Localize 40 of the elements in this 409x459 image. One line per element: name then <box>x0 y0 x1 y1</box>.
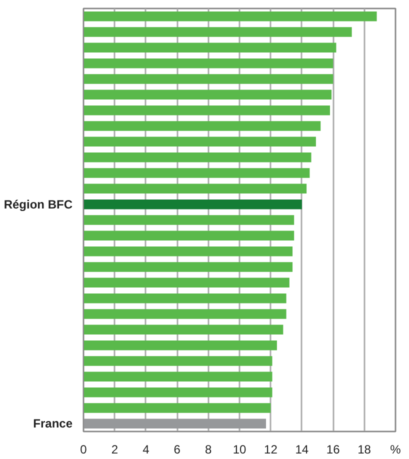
y-tick-label: Région BFC <box>4 197 73 212</box>
bar <box>84 262 293 272</box>
x-tick-label: 6 <box>174 442 181 456</box>
bar <box>84 27 352 37</box>
bar <box>84 105 330 116</box>
bar <box>84 372 272 382</box>
bar <box>84 418 266 429</box>
bar <box>84 309 286 319</box>
x-tick-label: 16 <box>326 442 340 456</box>
bar <box>84 356 272 366</box>
bar <box>84 184 307 194</box>
x-tick-label: 0 <box>80 442 88 456</box>
bar <box>84 136 316 147</box>
bar <box>84 324 284 335</box>
x-tick-label: 14 <box>295 442 309 456</box>
bar <box>84 340 277 350</box>
bar <box>84 58 334 68</box>
y-tick-label: France <box>33 416 73 431</box>
bar <box>84 42 336 53</box>
x-tick-label: 8 <box>204 442 212 456</box>
bar <box>84 168 310 178</box>
bar <box>84 152 312 162</box>
x-tick-label: 4 <box>142 442 150 456</box>
bar <box>84 199 302 210</box>
bar <box>84 278 290 288</box>
bar <box>84 121 321 131</box>
bar <box>84 215 294 225</box>
bar <box>84 230 294 241</box>
bar <box>84 90 332 100</box>
bar <box>84 246 293 256</box>
x-tick-label: 18 <box>358 442 372 456</box>
bar <box>84 74 334 84</box>
bar <box>84 403 271 413</box>
x-tick-label: 10 <box>232 442 246 456</box>
bar <box>84 11 377 22</box>
x-tick-label: % <box>390 442 402 456</box>
x-tick-label: 2 <box>111 442 118 456</box>
bar <box>84 293 286 304</box>
x-tick-label: 12 <box>264 442 278 456</box>
bar <box>84 387 272 398</box>
